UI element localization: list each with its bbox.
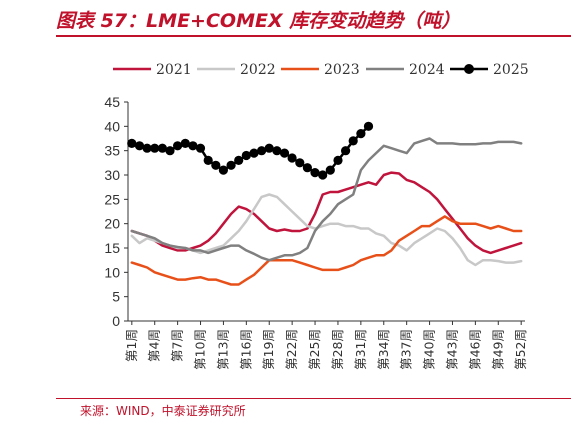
data-point-2025	[180, 138, 190, 148]
series-line-2021	[130, 171, 523, 255]
y-tick-label: 30	[104, 167, 120, 183]
data-point-2025	[249, 148, 259, 158]
y-tick-label: 40	[104, 118, 120, 134]
page-title: 图表 57：LME+COMEX 库存变动趋势（吨）	[56, 10, 461, 32]
data-point-2025	[348, 136, 358, 146]
source-divider	[56, 398, 571, 399]
data-point-2025	[325, 165, 335, 175]
data-point-2025	[142, 143, 152, 153]
data-point-2025	[363, 121, 374, 131]
x-tick-label: 第22周	[284, 329, 299, 370]
data-point-2025	[302, 163, 312, 173]
y-tick-label: 0	[112, 313, 120, 329]
data-point-2025	[310, 168, 320, 178]
y-tick-label: 25	[104, 191, 120, 207]
series-line-2024	[130, 137, 523, 262]
data-point-2025	[295, 158, 305, 168]
legend-label-2024: 2024	[409, 62, 445, 78]
x-tick-label: 第1周	[124, 329, 139, 362]
data-point-2025	[287, 153, 297, 163]
x-tick-label: 第43周	[444, 329, 459, 370]
data-point-2025	[173, 141, 183, 151]
chart-axes: 051015202530354045第1周 第4周 第7周 第10周 第13周 第16周第…	[104, 94, 528, 370]
data-point-2025	[264, 143, 274, 153]
x-tick-label: 第19周	[261, 329, 276, 370]
series-line-2023	[130, 215, 523, 286]
x-tick-label: 第52周	[513, 329, 528, 370]
y-tick-label: 15	[104, 240, 120, 256]
data-point-2025	[134, 141, 145, 151]
legend-label-2025: 2025	[493, 62, 529, 78]
legend-label-2023: 2023	[324, 62, 360, 78]
series-line-2022	[130, 193, 523, 267]
y-tick-label: 35	[104, 143, 120, 159]
y-tick-label: 10	[104, 264, 120, 280]
x-tick-label: 第28周	[330, 329, 345, 370]
data-point-2025	[356, 129, 366, 139]
data-point-2025	[234, 155, 244, 165]
data-point-2025	[257, 146, 267, 156]
data-point-2025	[127, 138, 137, 148]
x-tick-label: 第31周	[353, 329, 368, 370]
legend-label-2022: 2022	[240, 62, 276, 78]
title-divider	[56, 35, 571, 37]
data-point-2025	[150, 143, 160, 153]
y-tick-label: 20	[104, 216, 120, 232]
x-tick-label: 第37周	[399, 329, 414, 370]
data-point-2025	[318, 170, 328, 180]
chart-legend: 2021 2022 2023 2024 2025	[113, 62, 529, 78]
data-point-2025	[165, 146, 175, 156]
data-point-2025	[341, 146, 351, 156]
chart-plot-area	[127, 121, 523, 286]
legend-label-2021: 2021	[156, 62, 192, 78]
source-note: 来源：WIND，中泰证券研究所	[80, 404, 246, 418]
y-tick-label: 45	[104, 94, 120, 110]
data-point-2025	[157, 143, 167, 153]
data-point-2025	[279, 148, 290, 158]
data-point-2025	[241, 150, 251, 161]
x-tick-label: 第16周	[238, 329, 253, 370]
x-tick-label: 第13周	[215, 329, 230, 370]
legend-marker-2025	[464, 64, 474, 74]
x-tick-label: 第49周	[490, 329, 505, 370]
data-point-2025	[195, 143, 206, 153]
x-tick-label: 第46周	[467, 329, 482, 370]
x-tick-label: 第34周	[376, 329, 391, 370]
data-point-2025	[203, 155, 213, 165]
data-point-2025	[272, 146, 282, 156]
x-tick-label: 第40周	[422, 329, 437, 370]
data-point-2025	[333, 155, 343, 165]
x-tick-label: 第25周	[307, 329, 322, 370]
data-point-2025	[211, 160, 221, 170]
x-tick-label: 第7周	[170, 329, 185, 362]
data-point-2025	[218, 165, 228, 175]
y-tick-label: 5	[112, 289, 120, 305]
x-tick-label: 第4周	[147, 329, 162, 362]
data-point-2025	[226, 160, 236, 170]
data-point-2025	[188, 141, 198, 151]
x-tick-label: 第10周	[193, 329, 208, 370]
